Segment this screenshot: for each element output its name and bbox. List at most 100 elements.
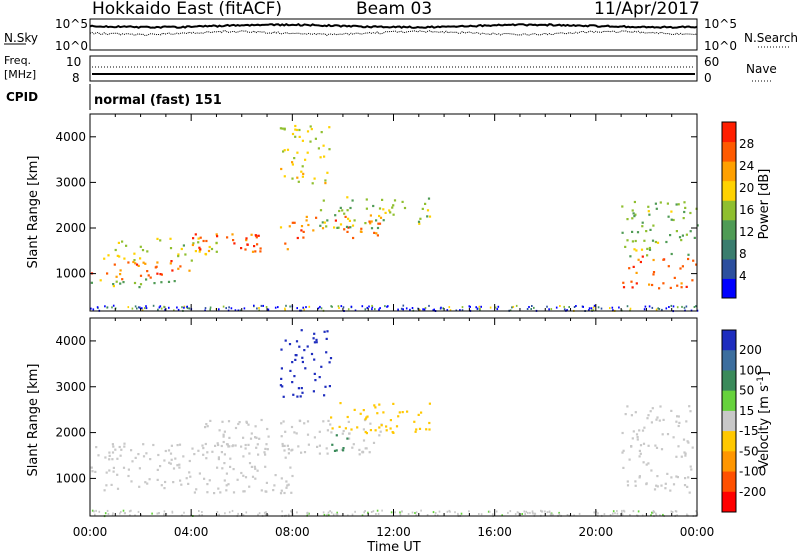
heatmap-cell xyxy=(366,415,369,418)
heatmap-cell xyxy=(685,305,688,308)
heatmap-cell xyxy=(339,223,343,226)
heatmap-cell xyxy=(258,512,261,515)
heatmap-cell xyxy=(119,269,122,272)
heatmap-cell xyxy=(660,484,663,487)
heatmap-cell xyxy=(414,430,417,433)
heatmap-cell xyxy=(146,482,149,485)
heatmap-cell xyxy=(202,239,205,243)
heatmap-cell xyxy=(360,227,363,230)
heatmap-cell xyxy=(397,308,399,311)
heatmap-cell xyxy=(298,128,301,132)
heatmap-cell xyxy=(93,510,95,513)
heatmap-cell xyxy=(192,237,195,240)
heatmap-cell xyxy=(303,422,306,425)
heatmap-cell xyxy=(494,306,497,309)
heatmap-cell xyxy=(559,305,561,307)
heatmap-cell xyxy=(123,257,126,260)
heatmap-cell xyxy=(177,267,180,270)
heatmap-cell xyxy=(127,306,130,309)
heatmap-cell xyxy=(366,306,369,309)
heatmap-cell xyxy=(676,284,679,287)
heatmap-cell xyxy=(181,306,183,309)
heatmap-cell xyxy=(170,458,173,461)
heatmap-cell xyxy=(652,258,655,262)
heatmap-cell xyxy=(225,489,228,492)
heatmap-cell xyxy=(118,255,121,258)
heatmap-cell xyxy=(374,406,377,409)
heatmap-cell xyxy=(287,513,290,516)
heatmap-cell xyxy=(670,218,673,221)
heatmap-cell xyxy=(253,245,256,248)
heatmap-cell xyxy=(289,369,292,372)
heatmap-cell xyxy=(287,452,290,455)
heatmap-cell xyxy=(197,237,200,240)
heatmap-cell xyxy=(242,474,245,477)
heatmap-cell xyxy=(279,226,283,229)
heatmap-cell xyxy=(99,279,102,282)
heatmap-cell xyxy=(312,229,315,232)
heatmap-cell xyxy=(121,240,124,243)
heatmap-cell xyxy=(528,306,530,308)
heatmap-cell xyxy=(296,151,299,154)
heatmap-cell xyxy=(114,248,117,252)
heatmap-cell xyxy=(291,448,294,451)
heatmap-cell xyxy=(322,511,325,514)
heatmap-cell xyxy=(546,305,548,308)
noise-tick-top-right: 10^5 xyxy=(704,17,737,31)
heatmap-cell xyxy=(638,455,641,458)
heatmap-cell xyxy=(301,360,304,364)
heatmap-cell xyxy=(379,216,383,219)
heatmap-cell xyxy=(346,196,349,199)
heatmap-cell xyxy=(362,428,365,431)
heatmap-cell xyxy=(364,308,367,311)
heatmap-cell xyxy=(141,309,144,312)
heatmap-cell xyxy=(306,433,310,436)
heatmap-cell xyxy=(405,307,408,310)
heatmap-cell xyxy=(655,484,658,487)
heatmap-cell xyxy=(634,480,637,483)
freq-unit-label: [MHz] xyxy=(4,68,36,81)
heatmap-cell xyxy=(649,410,652,413)
heatmap-cell xyxy=(108,451,111,454)
heatmap-cell xyxy=(244,476,248,479)
colorbar-tick-label: 4 xyxy=(739,269,747,283)
heatmap-cell xyxy=(646,417,649,420)
heatmap-cell xyxy=(265,511,267,514)
heatmap-cell xyxy=(650,469,653,472)
heatmap-cell xyxy=(659,201,662,204)
heatmap-cell xyxy=(648,213,651,216)
heatmap-cell xyxy=(222,435,225,438)
heatmap-cell xyxy=(280,367,283,370)
heatmap-cell xyxy=(428,304,430,307)
heatmap-cell xyxy=(626,239,629,242)
heatmap-cell xyxy=(550,308,553,311)
heatmap-cell xyxy=(298,345,301,348)
heatmap-cell xyxy=(284,456,287,459)
heatmap-cell xyxy=(280,348,283,351)
heatmap-cell xyxy=(360,230,363,233)
heatmap-cell xyxy=(323,394,326,397)
heatmap-cell xyxy=(204,252,207,256)
heatmap-cell xyxy=(629,255,632,258)
heatmap-cell xyxy=(298,135,301,138)
heatmap-cell xyxy=(208,245,211,249)
heatmap-cell xyxy=(251,475,255,478)
heatmap-cell xyxy=(108,454,111,457)
velocity-colorbar-label: Velocity [m s-1] xyxy=(756,371,772,469)
heatmap-cell xyxy=(338,209,341,213)
heatmap-cell xyxy=(417,413,420,416)
heatmap-cell xyxy=(684,206,687,209)
heatmap-cell xyxy=(651,407,654,410)
heatmap-cell xyxy=(131,460,134,463)
heatmap-cell xyxy=(146,250,149,253)
heatmap-cell xyxy=(436,514,439,517)
heatmap-cell xyxy=(323,221,326,224)
heatmap-cell xyxy=(244,443,247,447)
heatmap-cell xyxy=(242,455,245,458)
heatmap-cell xyxy=(218,308,220,311)
heatmap-cell xyxy=(359,412,362,415)
heatmap-cell xyxy=(373,404,376,407)
heatmap-cell xyxy=(365,416,368,419)
heatmap-cell xyxy=(279,492,283,495)
heatmap-cell xyxy=(296,511,298,514)
